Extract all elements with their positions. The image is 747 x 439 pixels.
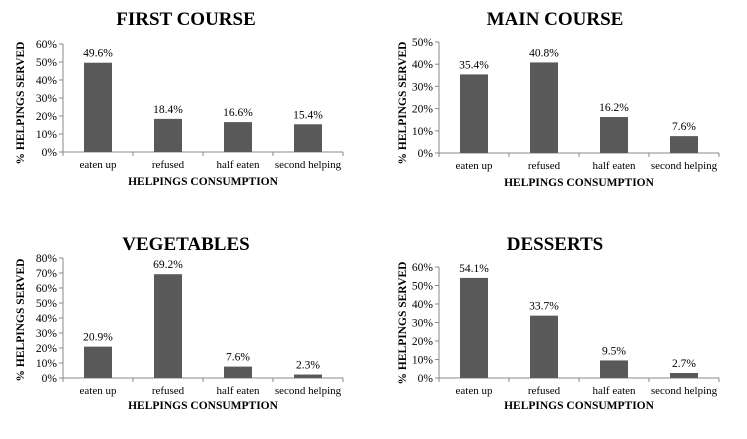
y-tick-label: 80% xyxy=(36,253,58,265)
data-label: 2.7% xyxy=(672,358,696,370)
y-tick-label: 40% xyxy=(36,313,58,325)
y-tick-label: 30% xyxy=(36,93,58,105)
chart-title: FIRST COURSE xyxy=(116,9,256,30)
category-label: refused xyxy=(152,385,185,397)
chart-panel-0: FIRST COURSE % HELPINGS SERVED HELPINGS CO… xyxy=(15,9,344,188)
y-tick-label: 0% xyxy=(42,373,58,385)
bar-eaten-up xyxy=(84,346,112,378)
x-axis-title: HELPINGS CONSUMPTION xyxy=(128,400,279,412)
y-tick-label: 30% xyxy=(412,81,434,93)
y-tick-label: 70% xyxy=(36,268,58,280)
data-label: 16.2% xyxy=(599,102,629,114)
y-tick-label: 50% xyxy=(36,298,58,310)
y-tick-label: 50% xyxy=(36,57,58,69)
chart-panel-2: VEGETABLES % HELPINGS SERVED HELPINGS CONS… xyxy=(15,234,344,412)
y-tick-label: 10% xyxy=(412,126,434,138)
category-label: eaten up xyxy=(456,385,493,397)
y-tick-label: 40% xyxy=(412,299,434,311)
bar-eaten-up xyxy=(460,74,488,153)
data-label: 20.9% xyxy=(83,332,113,344)
category-label: eaten up xyxy=(80,159,117,171)
bar-half-eaten xyxy=(600,117,628,153)
data-label: 40.8% xyxy=(529,47,559,59)
bar-second-helping xyxy=(294,374,322,378)
y-axis-title: % HELPINGS SERVED xyxy=(397,42,409,165)
data-label: 7.6% xyxy=(226,352,250,364)
y-tick-label: 10% xyxy=(36,358,58,370)
x-axis-title: HELPINGS CONSUMPTION xyxy=(128,176,279,188)
bar-refused xyxy=(154,274,182,378)
y-axis-title: % HELPINGS SERVED xyxy=(15,259,27,382)
y-tick-label: 10% xyxy=(412,355,434,367)
category-label: half eaten xyxy=(216,385,260,397)
data-label: 16.6% xyxy=(223,107,253,119)
data-label: 18.4% xyxy=(153,104,183,116)
y-axis-title: % HELPINGS SERVED xyxy=(15,42,27,165)
data-label: 35.4% xyxy=(459,59,489,71)
y-tick-label: 50% xyxy=(412,281,434,293)
y-tick-label: 30% xyxy=(36,328,58,340)
category-label: second helping xyxy=(275,159,342,171)
data-label: 33.7% xyxy=(529,301,559,313)
category-label: refused xyxy=(152,159,185,171)
data-label: 54.1% xyxy=(459,263,489,275)
bar-refused xyxy=(530,62,558,154)
bar-half-eaten xyxy=(224,366,252,378)
category-label: half eaten xyxy=(216,159,260,171)
y-tick-label: 0% xyxy=(418,148,434,160)
data-label: 9.5% xyxy=(602,345,626,357)
chart-title: VEGETABLES xyxy=(122,234,249,255)
category-label: second helping xyxy=(275,385,342,397)
bar-second-helping xyxy=(670,136,698,153)
y-tick-label: 20% xyxy=(412,104,434,116)
y-tick-label: 60% xyxy=(36,283,58,295)
y-tick-label: 0% xyxy=(42,147,58,159)
data-label: 49.6% xyxy=(83,48,113,60)
data-label: 2.3% xyxy=(296,360,320,372)
category-label: second helping xyxy=(651,160,718,172)
y-axis-title: % HELPINGS SERVED xyxy=(397,262,409,385)
category-label: second helping xyxy=(651,385,718,397)
y-tick-label: 20% xyxy=(412,336,434,348)
bar-second-helping xyxy=(670,373,698,378)
category-label: half eaten xyxy=(592,160,636,172)
bar-half-eaten xyxy=(224,122,252,152)
chart-title: MAIN COURSE xyxy=(487,9,624,30)
category-label: half eaten xyxy=(592,385,636,397)
bar-eaten-up xyxy=(84,62,112,152)
chart-panel-1: MAIN COURSE % HELPINGS SERVED HELPINGS CON… xyxy=(397,9,720,189)
y-tick-label: 60% xyxy=(412,262,434,274)
bar-half-eaten xyxy=(600,360,628,378)
category-label: eaten up xyxy=(80,385,117,397)
y-tick-label: 0% xyxy=(418,373,434,385)
y-tick-label: 20% xyxy=(36,343,58,355)
y-tick-label: 40% xyxy=(412,59,434,71)
y-tick-label: 20% xyxy=(36,111,58,123)
data-label: 15.4% xyxy=(293,109,323,121)
data-label: 69.2% xyxy=(153,259,183,271)
y-tick-label: 10% xyxy=(36,129,58,141)
x-axis-title: HELPINGS CONSUMPTION xyxy=(504,400,655,412)
data-label: 7.6% xyxy=(672,121,696,133)
x-axis-title: HELPINGS CONSUMPTION xyxy=(504,177,655,189)
y-tick-label: 50% xyxy=(412,37,434,49)
chart-panel-3: DESSERTS % HELPINGS SERVED HELPINGS CONSUM… xyxy=(397,234,720,412)
bar-second-helping xyxy=(294,124,322,152)
y-tick-label: 30% xyxy=(412,318,434,330)
y-tick-label: 60% xyxy=(36,39,58,51)
bar-refused xyxy=(530,315,558,378)
y-tick-label: 40% xyxy=(36,75,58,87)
bar-refused xyxy=(154,118,182,152)
bar-eaten-up xyxy=(460,277,488,378)
category-label: eaten up xyxy=(456,160,493,172)
category-label: refused xyxy=(528,160,561,172)
chart-title: DESSERTS xyxy=(507,234,604,255)
category-label: refused xyxy=(528,385,561,397)
